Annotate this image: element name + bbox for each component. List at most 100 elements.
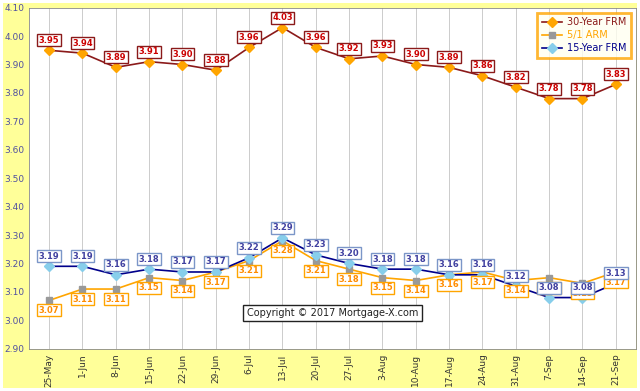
30-Year FRM xyxy=(245,45,253,50)
Text: 3.11: 3.11 xyxy=(72,294,93,303)
15-Year FRM xyxy=(112,273,120,277)
15-Year FRM xyxy=(312,253,319,257)
Text: 3.18: 3.18 xyxy=(406,255,426,264)
Text: 3.22: 3.22 xyxy=(239,243,260,252)
Text: 3.15: 3.15 xyxy=(539,283,559,292)
30-Year FRM xyxy=(212,68,220,73)
Text: 3.16: 3.16 xyxy=(106,260,126,269)
30-Year FRM xyxy=(445,65,453,70)
30-Year FRM xyxy=(512,85,520,90)
30-Year FRM xyxy=(45,48,53,53)
Text: 3.21: 3.21 xyxy=(239,266,260,275)
Text: 3.12: 3.12 xyxy=(506,272,526,281)
5/1 ARM xyxy=(379,275,387,280)
Text: 3.08: 3.08 xyxy=(572,283,593,292)
15-Year FRM xyxy=(79,264,86,269)
Text: 3.17: 3.17 xyxy=(472,278,493,287)
Text: 3.78: 3.78 xyxy=(539,84,559,93)
Text: 3.94: 3.94 xyxy=(72,39,93,48)
Text: 3.19: 3.19 xyxy=(39,252,60,261)
15-Year FRM xyxy=(379,267,387,271)
30-Year FRM xyxy=(379,54,387,58)
Text: 3.11: 3.11 xyxy=(106,294,126,303)
Text: 3.29: 3.29 xyxy=(272,223,293,232)
Text: 3.18: 3.18 xyxy=(372,255,393,264)
5/1 ARM xyxy=(545,275,553,280)
Text: Copyright © 2017 Mortgage-X.com: Copyright © 2017 Mortgage-X.com xyxy=(247,308,418,318)
Line: 15-Year FRM: 15-Year FRM xyxy=(45,235,620,301)
Text: 3.14: 3.14 xyxy=(506,286,526,295)
Text: 3.17: 3.17 xyxy=(205,278,226,287)
15-Year FRM xyxy=(346,261,353,266)
5/1 ARM xyxy=(245,258,253,263)
5/1 ARM xyxy=(278,239,286,243)
Text: 3.17: 3.17 xyxy=(605,278,626,287)
30-Year FRM xyxy=(145,59,153,64)
30-Year FRM xyxy=(278,25,286,30)
5/1 ARM xyxy=(179,278,186,283)
Text: 3.16: 3.16 xyxy=(439,260,460,269)
15-Year FRM xyxy=(179,270,186,274)
Text: 3.14: 3.14 xyxy=(172,286,193,295)
Text: 3.89: 3.89 xyxy=(106,53,126,62)
Text: 3.92: 3.92 xyxy=(339,44,360,53)
Line: 5/1 ARM: 5/1 ARM xyxy=(45,237,620,304)
Text: 3.96: 3.96 xyxy=(305,33,326,42)
Line: 30-Year FRM: 30-Year FRM xyxy=(45,24,620,102)
Text: 3.21: 3.21 xyxy=(305,266,326,275)
Text: 4.03: 4.03 xyxy=(272,13,293,22)
Text: 3.89: 3.89 xyxy=(439,53,460,62)
15-Year FRM xyxy=(45,264,53,269)
15-Year FRM xyxy=(579,295,586,300)
Text: 3.19: 3.19 xyxy=(72,252,93,261)
15-Year FRM xyxy=(612,281,620,286)
Text: 3.23: 3.23 xyxy=(305,240,326,249)
Text: 3.13: 3.13 xyxy=(605,269,626,278)
Legend: 30-Year FRM, 5/1 ARM, 15-Year FRM: 30-Year FRM, 5/1 ARM, 15-Year FRM xyxy=(538,13,631,58)
Text: 3.16: 3.16 xyxy=(439,280,460,289)
Text: 3.18: 3.18 xyxy=(139,255,159,264)
5/1 ARM xyxy=(79,287,86,291)
Text: 3.83: 3.83 xyxy=(605,70,626,79)
Text: 3.07: 3.07 xyxy=(39,306,60,315)
Text: 3.15: 3.15 xyxy=(372,283,393,292)
30-Year FRM xyxy=(545,96,553,101)
Text: 3.08: 3.08 xyxy=(539,283,559,292)
5/1 ARM xyxy=(445,273,453,277)
15-Year FRM xyxy=(245,255,253,260)
30-Year FRM xyxy=(79,51,86,56)
15-Year FRM xyxy=(212,270,220,274)
5/1 ARM xyxy=(145,275,153,280)
Text: 3.78: 3.78 xyxy=(572,84,593,93)
Text: 3.28: 3.28 xyxy=(272,246,293,255)
30-Year FRM xyxy=(312,45,319,50)
30-Year FRM xyxy=(112,65,120,70)
Text: 3.17: 3.17 xyxy=(205,257,226,266)
5/1 ARM xyxy=(612,270,620,274)
Text: 3.18: 3.18 xyxy=(339,275,360,284)
Text: 3.90: 3.90 xyxy=(172,50,193,59)
30-Year FRM xyxy=(179,62,186,67)
Text: 3.93: 3.93 xyxy=(372,41,393,50)
15-Year FRM xyxy=(145,267,153,271)
5/1 ARM xyxy=(312,258,319,263)
5/1 ARM xyxy=(412,278,420,283)
15-Year FRM xyxy=(479,273,486,277)
15-Year FRM xyxy=(278,235,286,240)
Text: 3.13: 3.13 xyxy=(572,289,593,298)
Text: 3.82: 3.82 xyxy=(506,73,526,82)
30-Year FRM xyxy=(479,74,486,78)
5/1 ARM xyxy=(346,267,353,271)
15-Year FRM xyxy=(412,267,420,271)
15-Year FRM xyxy=(445,273,453,277)
5/1 ARM xyxy=(512,278,520,283)
Text: 3.14: 3.14 xyxy=(406,286,426,295)
Text: 3.91: 3.91 xyxy=(139,47,159,56)
5/1 ARM xyxy=(479,270,486,274)
Text: 3.96: 3.96 xyxy=(239,33,259,42)
Text: 3.20: 3.20 xyxy=(339,249,360,258)
30-Year FRM xyxy=(612,82,620,87)
15-Year FRM xyxy=(545,295,553,300)
30-Year FRM xyxy=(579,96,586,101)
30-Year FRM xyxy=(412,62,420,67)
